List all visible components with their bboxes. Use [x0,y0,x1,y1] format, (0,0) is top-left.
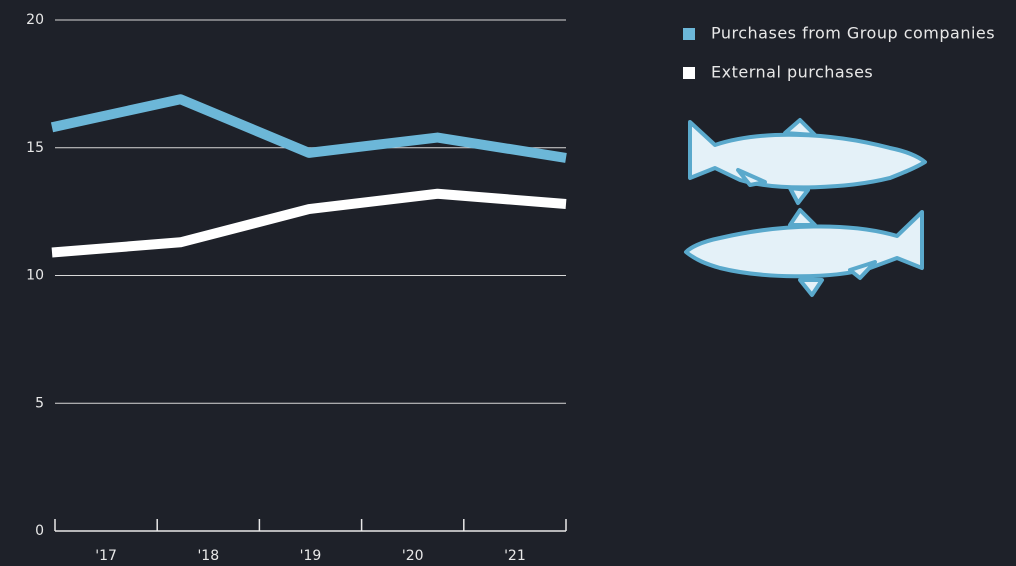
x-tick-label: '18 [197,548,219,564]
legend-swatch [683,28,695,40]
x-tick-label: '20 [402,548,424,564]
y-tick-label: 5 [35,395,44,411]
y-tick-label: 20 [26,12,44,28]
x-tick-label: '19 [300,548,322,564]
line-series [50,94,567,163]
legend-swatch [683,67,695,79]
y-tick-label: 15 [26,140,44,156]
y-tick-label: 0 [35,523,44,539]
salmon-illustration [684,118,927,297]
legend-label: Purchases from Group companies [711,24,995,43]
x-tick-label: '21 [504,548,526,564]
x-tick-label: '17 [95,548,117,564]
y-tick-label: 10 [26,268,44,284]
legend-label: External purchases [711,63,873,82]
line-series [51,188,567,258]
